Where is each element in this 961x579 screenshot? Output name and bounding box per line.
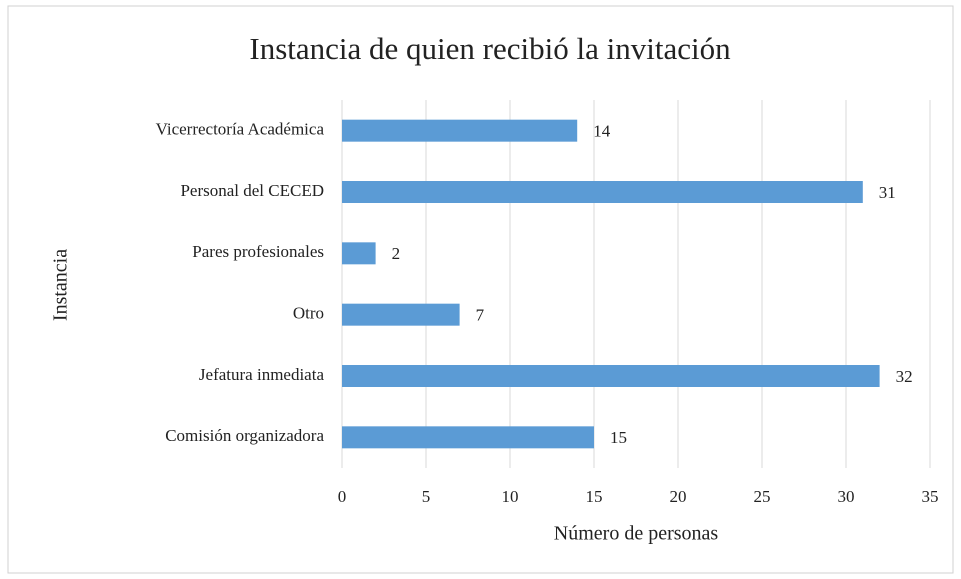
- y-tick-label: Otro: [293, 304, 324, 323]
- x-tick-label: 25: [754, 487, 771, 506]
- x-tick-label: 10: [502, 487, 519, 506]
- x-tick-label: 30: [838, 487, 855, 506]
- data-label: 15: [610, 428, 627, 447]
- chart-frame: [7, 5, 954, 574]
- x-tick-label: 20: [670, 487, 687, 506]
- bar: [342, 119, 578, 142]
- x-tick-label: 35: [922, 487, 939, 506]
- y-tick-label: Comisión organizadora: [165, 426, 324, 445]
- bar: [342, 242, 376, 265]
- y-tick-label: Vicerrectoría Académica: [156, 120, 325, 139]
- x-tick-label: 0: [338, 487, 347, 506]
- y-tick-label: Pares profesionales: [192, 242, 324, 261]
- data-label: 14: [593, 122, 611, 141]
- data-label: 7: [476, 306, 485, 325]
- data-label: 2: [392, 244, 401, 263]
- y-tick-label: Jefatura inmediata: [199, 365, 325, 384]
- x-tick-label: 5: [422, 487, 431, 506]
- bar: [342, 181, 863, 203]
- x-tick-label: 15: [586, 487, 603, 506]
- data-label: 32: [896, 367, 913, 386]
- y-axis-label: Instancia: [50, 249, 72, 321]
- x-axis-label: Número de personas: [554, 523, 719, 545]
- y-tick-label: Personal del CECED: [180, 181, 324, 200]
- data-label: 31: [879, 183, 896, 202]
- chart-title: Instancia de quien recibió la invitación: [249, 31, 731, 66]
- bar: [342, 365, 880, 387]
- bar: [342, 426, 594, 449]
- bar: [342, 303, 460, 326]
